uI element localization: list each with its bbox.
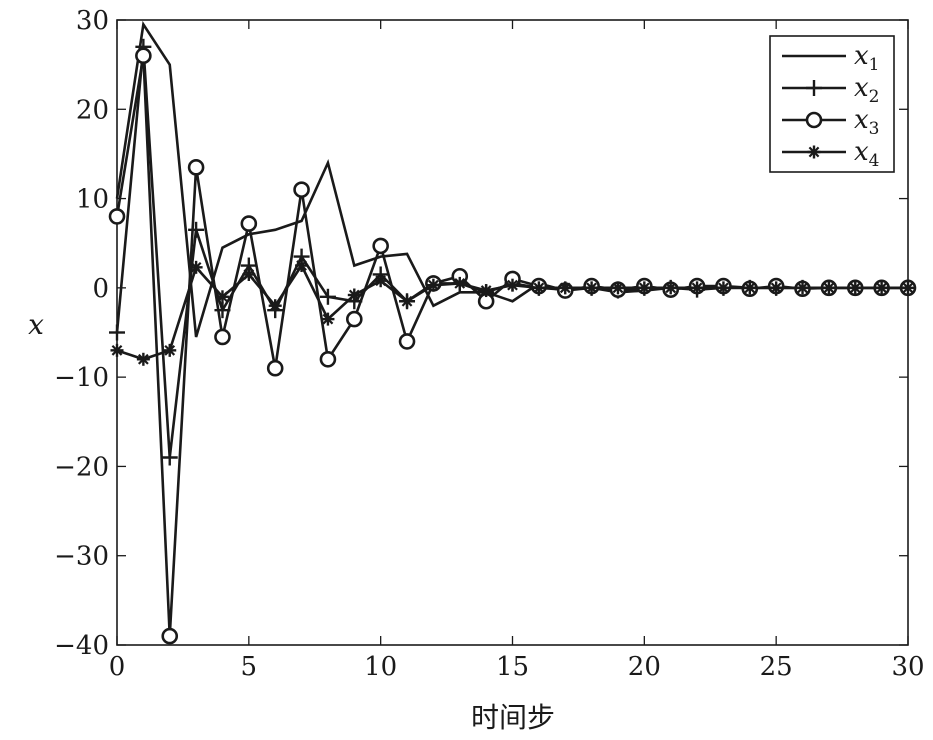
data-point-x3 <box>319 350 337 368</box>
data-point-x3 <box>266 359 284 377</box>
data-point-x4 <box>586 282 597 294</box>
data-point-x4 <box>797 282 808 294</box>
data-point-x3 <box>345 310 363 328</box>
y-tick-label: −20 <box>54 452 109 482</box>
data-point-x3 <box>187 159 205 176</box>
y-tick-label: −10 <box>54 363 109 393</box>
legend-label-x1: x1 <box>854 41 880 75</box>
data-point-x3 <box>214 328 231 346</box>
data-point-x4 <box>823 282 835 294</box>
data-point-x4 <box>454 278 466 289</box>
data-point-x4 <box>190 261 202 273</box>
x-axis-label: 时间步 <box>471 701 555 734</box>
legend-marker-x4 <box>808 146 820 158</box>
data-point-x4 <box>612 282 624 294</box>
data-point-x3 <box>372 237 389 255</box>
legend-marker-x3 <box>805 111 823 129</box>
data-point-x4 <box>770 282 782 294</box>
y-tick-label: 20 <box>76 95 109 125</box>
data-point-x4 <box>428 279 439 291</box>
y-axis-label: x <box>28 308 44 341</box>
data-point-x3 <box>161 627 179 645</box>
x-tick-label: 10 <box>364 652 397 682</box>
y-tick-label: −40 <box>54 631 109 661</box>
y-tick-label: 0 <box>92 274 109 304</box>
data-point-x4 <box>533 282 545 294</box>
data-point-x4 <box>507 279 518 291</box>
y-tick-label: 30 <box>76 6 109 36</box>
data-point-x3 <box>240 215 258 232</box>
x-tick-label: 25 <box>760 652 793 682</box>
data-point-x4 <box>849 282 861 294</box>
data-point-x4 <box>111 344 123 356</box>
x-tick-label: 15 <box>496 652 529 682</box>
data-point-x4 <box>480 285 492 296</box>
data-point-x3 <box>135 47 152 65</box>
data-point-x4 <box>638 282 650 294</box>
x-tick-label: 5 <box>241 652 258 682</box>
data-point-x4 <box>348 289 360 301</box>
data-point-x4 <box>375 275 387 287</box>
legend-label-x3: x3 <box>854 105 880 139</box>
data-point-x4 <box>744 282 756 294</box>
y-tick-label: 10 <box>76 185 109 215</box>
data-point-x4 <box>691 282 703 294</box>
data-point-x4 <box>217 291 228 303</box>
data-point-x3 <box>108 208 126 225</box>
data-point-x3 <box>293 181 310 198</box>
data-point-x4 <box>876 282 888 294</box>
series-layer <box>108 20 917 645</box>
legend-box <box>769 35 895 173</box>
data-point-x4 <box>243 269 255 280</box>
data-point-x4 <box>401 295 413 307</box>
y-tick-label: −30 <box>54 542 109 572</box>
x-tick-label: 30 <box>891 652 924 682</box>
data-point-x4 <box>665 282 677 294</box>
x-tick-label: 0 <box>109 652 126 682</box>
data-point-x4 <box>269 300 281 312</box>
data-point-x3 <box>398 333 416 350</box>
legend-label-x4: x4 <box>854 137 880 171</box>
series-x4 <box>110 259 915 366</box>
data-point-x4 <box>296 260 307 271</box>
data-point-x4 <box>137 353 149 365</box>
data-point-x4 <box>322 313 334 325</box>
data-point-x4 <box>559 282 571 294</box>
x-tick-label: 20 <box>628 652 661 682</box>
data-point-x4 <box>164 344 176 356</box>
axes-layer: 0 5 10 15 20 25 30 −40 −30 −20 −10 0 10 20 30 <box>54 6 924 682</box>
data-point-x4 <box>718 282 729 294</box>
legend-label-x2: x2 <box>854 73 880 107</box>
